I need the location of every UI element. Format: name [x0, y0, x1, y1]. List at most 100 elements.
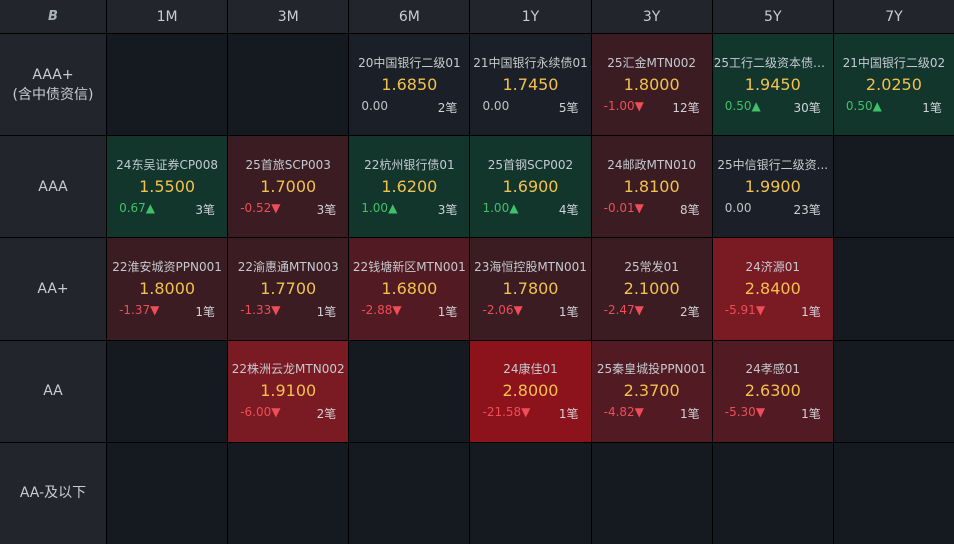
trade-count: 1笔: [558, 407, 579, 422]
bond-name: 25汇金MTN002: [607, 55, 697, 70]
column-header-3M[interactable]: 3M: [228, 0, 349, 33]
bond-yield: 1.8000: [139, 278, 196, 298]
cell-footer: 0.67▲ 3笔: [119, 201, 215, 218]
trade-count: 1笔: [801, 407, 821, 422]
bond-cell[interactable]: 25中信银行二级资... 1.9900 0.00 23笔: [712, 136, 833, 238]
trade-count: 1笔: [801, 304, 821, 319]
trade-count: 1笔: [316, 304, 337, 319]
bond-cell[interactable]: 25汇金MTN002 1.8000 -1.00▼ 12笔: [591, 34, 712, 136]
trade-count: 30笔: [793, 100, 821, 115]
bond-name: 24济源01: [745, 259, 801, 274]
bond-cell[interactable]: 22杭州银行债01 1.6200 1.00▲ 3笔: [349, 136, 470, 238]
bond-cell[interactable]: 24孝感01 2.6300 -5.30▼ 1笔: [712, 340, 833, 442]
row-header: AA: [0, 340, 106, 442]
bond-name: 24邮政MTN010: [607, 157, 697, 172]
cell-footer: -0.52▼ 3笔: [240, 201, 336, 218]
empty-cell: [349, 442, 470, 544]
yield-change: 1.00▲: [482, 200, 519, 215]
bond-yield: 1.6200: [381, 176, 438, 196]
row-header: AA-及以下: [0, 442, 106, 544]
yield-change: 0.67▲: [119, 200, 156, 215]
trade-count: 1笔: [922, 100, 942, 115]
bond-yield: 1.7800: [502, 278, 559, 298]
cell-footer: -0.01▼ 8笔: [604, 201, 700, 218]
empty-cell: [833, 340, 954, 442]
trade-count: 1笔: [195, 304, 216, 319]
corner-logo-icon: B: [0, 0, 106, 33]
bond-yield: 2.8000: [502, 381, 559, 401]
bond-cell[interactable]: 23海恒控股MTN001 1.7800 -2.06▼ 1笔: [470, 238, 591, 340]
bond-cell[interactable]: 24邮政MTN010 1.8100 -0.01▼ 8笔: [591, 136, 712, 238]
bond-cell[interactable]: 22钱塘新区MTN001 1.6800 -2.88▼ 1笔: [349, 238, 470, 340]
cell-footer: 0.00 23笔: [725, 201, 821, 218]
bond-yield: 1.6850: [381, 74, 438, 94]
bond-cell[interactable]: 20中国银行二级01 1.6850 0.00 2笔: [349, 34, 470, 136]
yield-change: -5.91▼: [724, 302, 766, 317]
column-header-7Y[interactable]: 7Y: [833, 0, 954, 33]
bond-cell[interactable]: 22淮安城资PPN001 1.8000 -1.37▼ 1笔: [107, 238, 228, 340]
bond-cell[interactable]: 25常发01 2.1000 -2.47▼ 2笔: [591, 238, 712, 340]
bond-yield: 2.1000: [623, 278, 680, 298]
trade-count: 1笔: [437, 304, 458, 319]
trade-count: 3笔: [195, 202, 216, 217]
bond-yield: 2.0250: [865, 74, 922, 94]
bond-cell[interactable]: 21中国银行永续债01 1.7450 0.00 5笔: [470, 34, 591, 136]
bond-cell[interactable]: 25秦皇城投PPN001 2.3700 -4.82▼ 1笔: [591, 340, 712, 442]
bond-cell[interactable]: 22渝惠通MTN003 1.7700 -1.33▼ 1笔: [228, 238, 349, 340]
bond-name: 25秦皇城投PPN001: [596, 362, 707, 377]
cell-footer: -1.00▼ 12笔: [604, 99, 700, 116]
row-header: AAA+ (含中债资信): [0, 34, 106, 136]
bond-name: 22钱塘新区MTN001: [352, 259, 466, 274]
bond-name: 20中国银行二级01: [358, 55, 461, 70]
column-header-3Y[interactable]: 3Y: [591, 0, 712, 33]
trade-count: 2笔: [679, 304, 700, 319]
cell-footer: -6.00▼ 2笔: [240, 405, 336, 422]
bond-cell[interactable]: 25首钢SCP002 1.6900 1.00▲ 4笔: [470, 136, 591, 238]
bond-name: 25常发01: [624, 259, 679, 274]
cell-footer: -21.58▼ 1笔: [482, 405, 578, 422]
trade-count: 5笔: [558, 100, 579, 115]
bond-yield: 1.7700: [260, 278, 317, 298]
trade-count: 23笔: [793, 202, 821, 217]
trade-count: 4笔: [558, 202, 579, 217]
bond-cell[interactable]: 22株洲云龙MTN002 1.9100 -6.00▼ 2笔: [228, 340, 349, 442]
row-header-label: AAA: [38, 178, 68, 195]
bond-cell[interactable]: 25首旅SCP003 1.7000 -0.52▼ 3笔: [228, 136, 349, 238]
cell-footer: -1.33▼ 1笔: [240, 303, 336, 320]
bond-name: 22杭州银行债01: [364, 157, 455, 172]
yield-change: -2.06▼: [482, 302, 523, 317]
row-header: AA+: [0, 238, 106, 340]
cell-footer: 0.00 2笔: [361, 99, 457, 116]
column-header-6M[interactable]: 6M: [349, 0, 470, 33]
trade-count: 1笔: [679, 407, 700, 422]
cell-footer: -5.91▼ 1笔: [725, 303, 821, 320]
bond-yield: 1.9450: [744, 74, 801, 94]
bond-name: 22渝惠通MTN003: [237, 259, 339, 274]
bond-cell[interactable]: 25工行二级资本债0... 1.9450 0.50▲ 30笔: [712, 34, 833, 136]
column-header-5Y[interactable]: 5Y: [712, 0, 833, 33]
bond-cell[interactable]: 24东吴证券CP008 1.5500 0.67▲ 3笔: [107, 136, 228, 238]
bond-name: 24东吴证券CP008: [116, 157, 218, 172]
empty-cell: [833, 442, 954, 544]
bond-cell[interactable]: 24康佳01 2.8000 -21.58▼ 1笔: [470, 340, 591, 442]
cell-footer: 0.50▲ 30笔: [725, 99, 821, 116]
cell-footer: 0.00 5笔: [482, 99, 578, 116]
bond-yield: 1.9100: [260, 381, 317, 401]
empty-cell: [107, 442, 228, 544]
empty-cell: [107, 34, 228, 136]
cell-footer: -2.47▼ 2笔: [604, 303, 700, 320]
column-header-1M[interactable]: 1M: [107, 0, 228, 33]
empty-cell: [591, 442, 712, 544]
trade-count: 2笔: [316, 407, 337, 422]
bond-cell[interactable]: 24济源01 2.8400 -5.91▼ 1笔: [712, 238, 833, 340]
row-header-label: AA+: [37, 280, 69, 297]
yield-change: -4.82▼: [603, 405, 644, 420]
empty-cell: [107, 340, 228, 442]
bond-name: 25中信银行二级资...: [717, 157, 829, 172]
row-header-label: AAA+: [32, 66, 74, 83]
column-header-1Y[interactable]: 1Y: [470, 0, 591, 33]
bond-cell[interactable]: 21中国银行二级02 2.0250 0.50▲ 1笔: [833, 34, 954, 136]
yield-change: -0.01▼: [603, 200, 644, 215]
bond-yield: 1.7000: [260, 176, 317, 196]
